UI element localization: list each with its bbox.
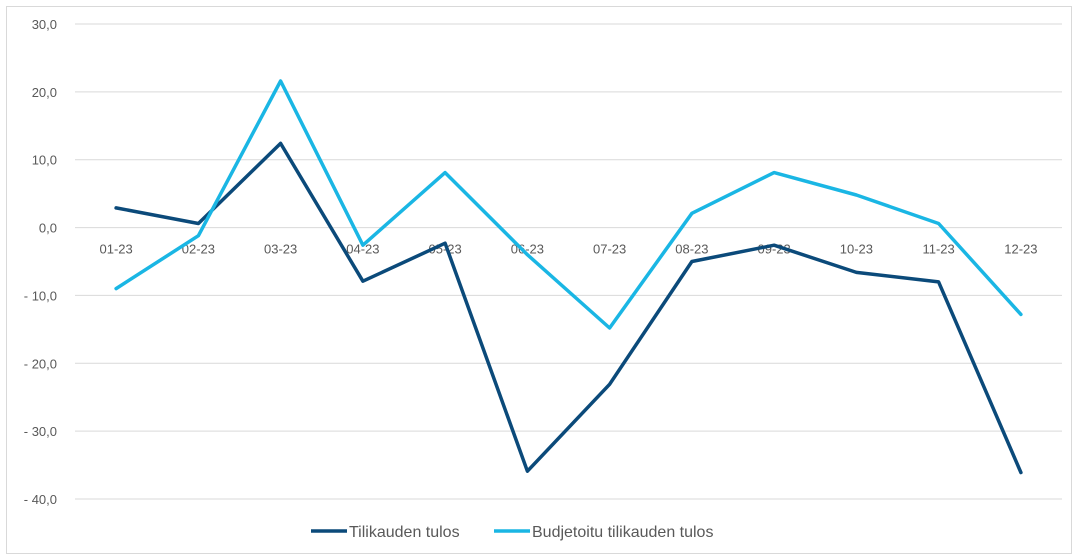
x-tick-label: 04-23 (346, 242, 379, 257)
x-tick-label: 11-23 (922, 242, 954, 257)
y-tick-label: 10,0 (32, 153, 57, 168)
y-tick-label: 0,0 (39, 221, 57, 236)
x-tick-label: 03-23 (264, 242, 297, 257)
x-tick-label: 12-23 (1004, 242, 1037, 257)
legend-label-1: Tilikauden tulos (349, 524, 460, 541)
y-tick-label: - 10,0 (24, 288, 57, 303)
x-tick-label: 02-23 (182, 242, 215, 257)
series-line-2 (114, 79, 1023, 330)
x-tick-label: 10-23 (840, 242, 873, 257)
y-tick-label: - 30,0 (24, 424, 57, 439)
legend-label-2: Budjetoitu tilikauden tulos (532, 524, 713, 541)
y-tick-label: 30,0 (32, 17, 57, 32)
y-tick-label: - 20,0 (24, 356, 57, 371)
x-tick-label: 07-23 (593, 242, 626, 257)
x-tick-label: 01-23 (100, 242, 133, 257)
chart-frame (6, 6, 1072, 554)
x-tick-label: 08-23 (675, 242, 708, 257)
y-tick-label: - 40,0 (24, 492, 57, 507)
y-tick-label: 20,0 (32, 85, 57, 100)
series-line-1 (114, 141, 1023, 475)
